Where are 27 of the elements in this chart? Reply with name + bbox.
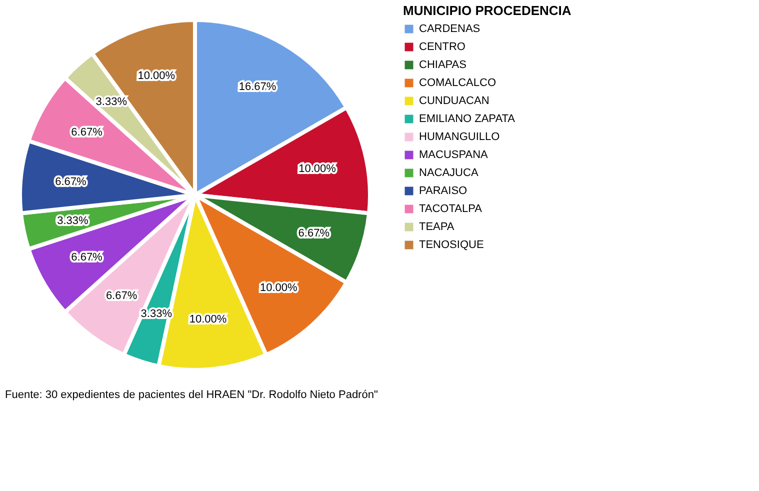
legend-label: CARDENAS [419,23,480,35]
legend-label: HUMANGUILLO [419,131,500,143]
legend-label: MACUSPANA [419,149,489,161]
data-label: 10.00% [260,282,298,294]
data-label: 3.33% [57,214,89,227]
data-label: 6.67% [106,290,138,302]
data-label: 10.00% [138,70,176,82]
data-label: 3.33% [96,96,128,108]
data-label: 16.67% [238,80,276,93]
data-label: 6.67% [71,251,103,264]
legend-title: MUNICIPIO PROCEDENCIA [403,3,572,18]
legend-label: NACAJUCA [419,167,479,179]
data-label: 10.00% [298,163,336,176]
source-note: Fuente: 30 expedientes de pacientes del HRAEN "Dr. Rodolfo Nieto Padrón" [5,389,378,401]
legend-label: CHIAPAS [419,59,466,71]
legend-label: CUNDUACAN [419,95,490,107]
legend-label: EMILIANO ZAPATA [419,113,516,125]
legend-label: TEAPA [419,221,455,233]
data-label: 6.67% [55,176,86,188]
legend-label: TACOTALPA [419,203,483,215]
legend-label: PARAISO [419,185,468,197]
data-label: 10.00% [189,313,227,326]
legend-label: COMALCALCO [419,77,496,89]
data-label: 6.67% [298,228,330,240]
data-label: 6.67% [71,126,103,138]
legend-label: CENTRO [419,41,466,53]
legend-label: TENOSIQUE [419,239,484,251]
